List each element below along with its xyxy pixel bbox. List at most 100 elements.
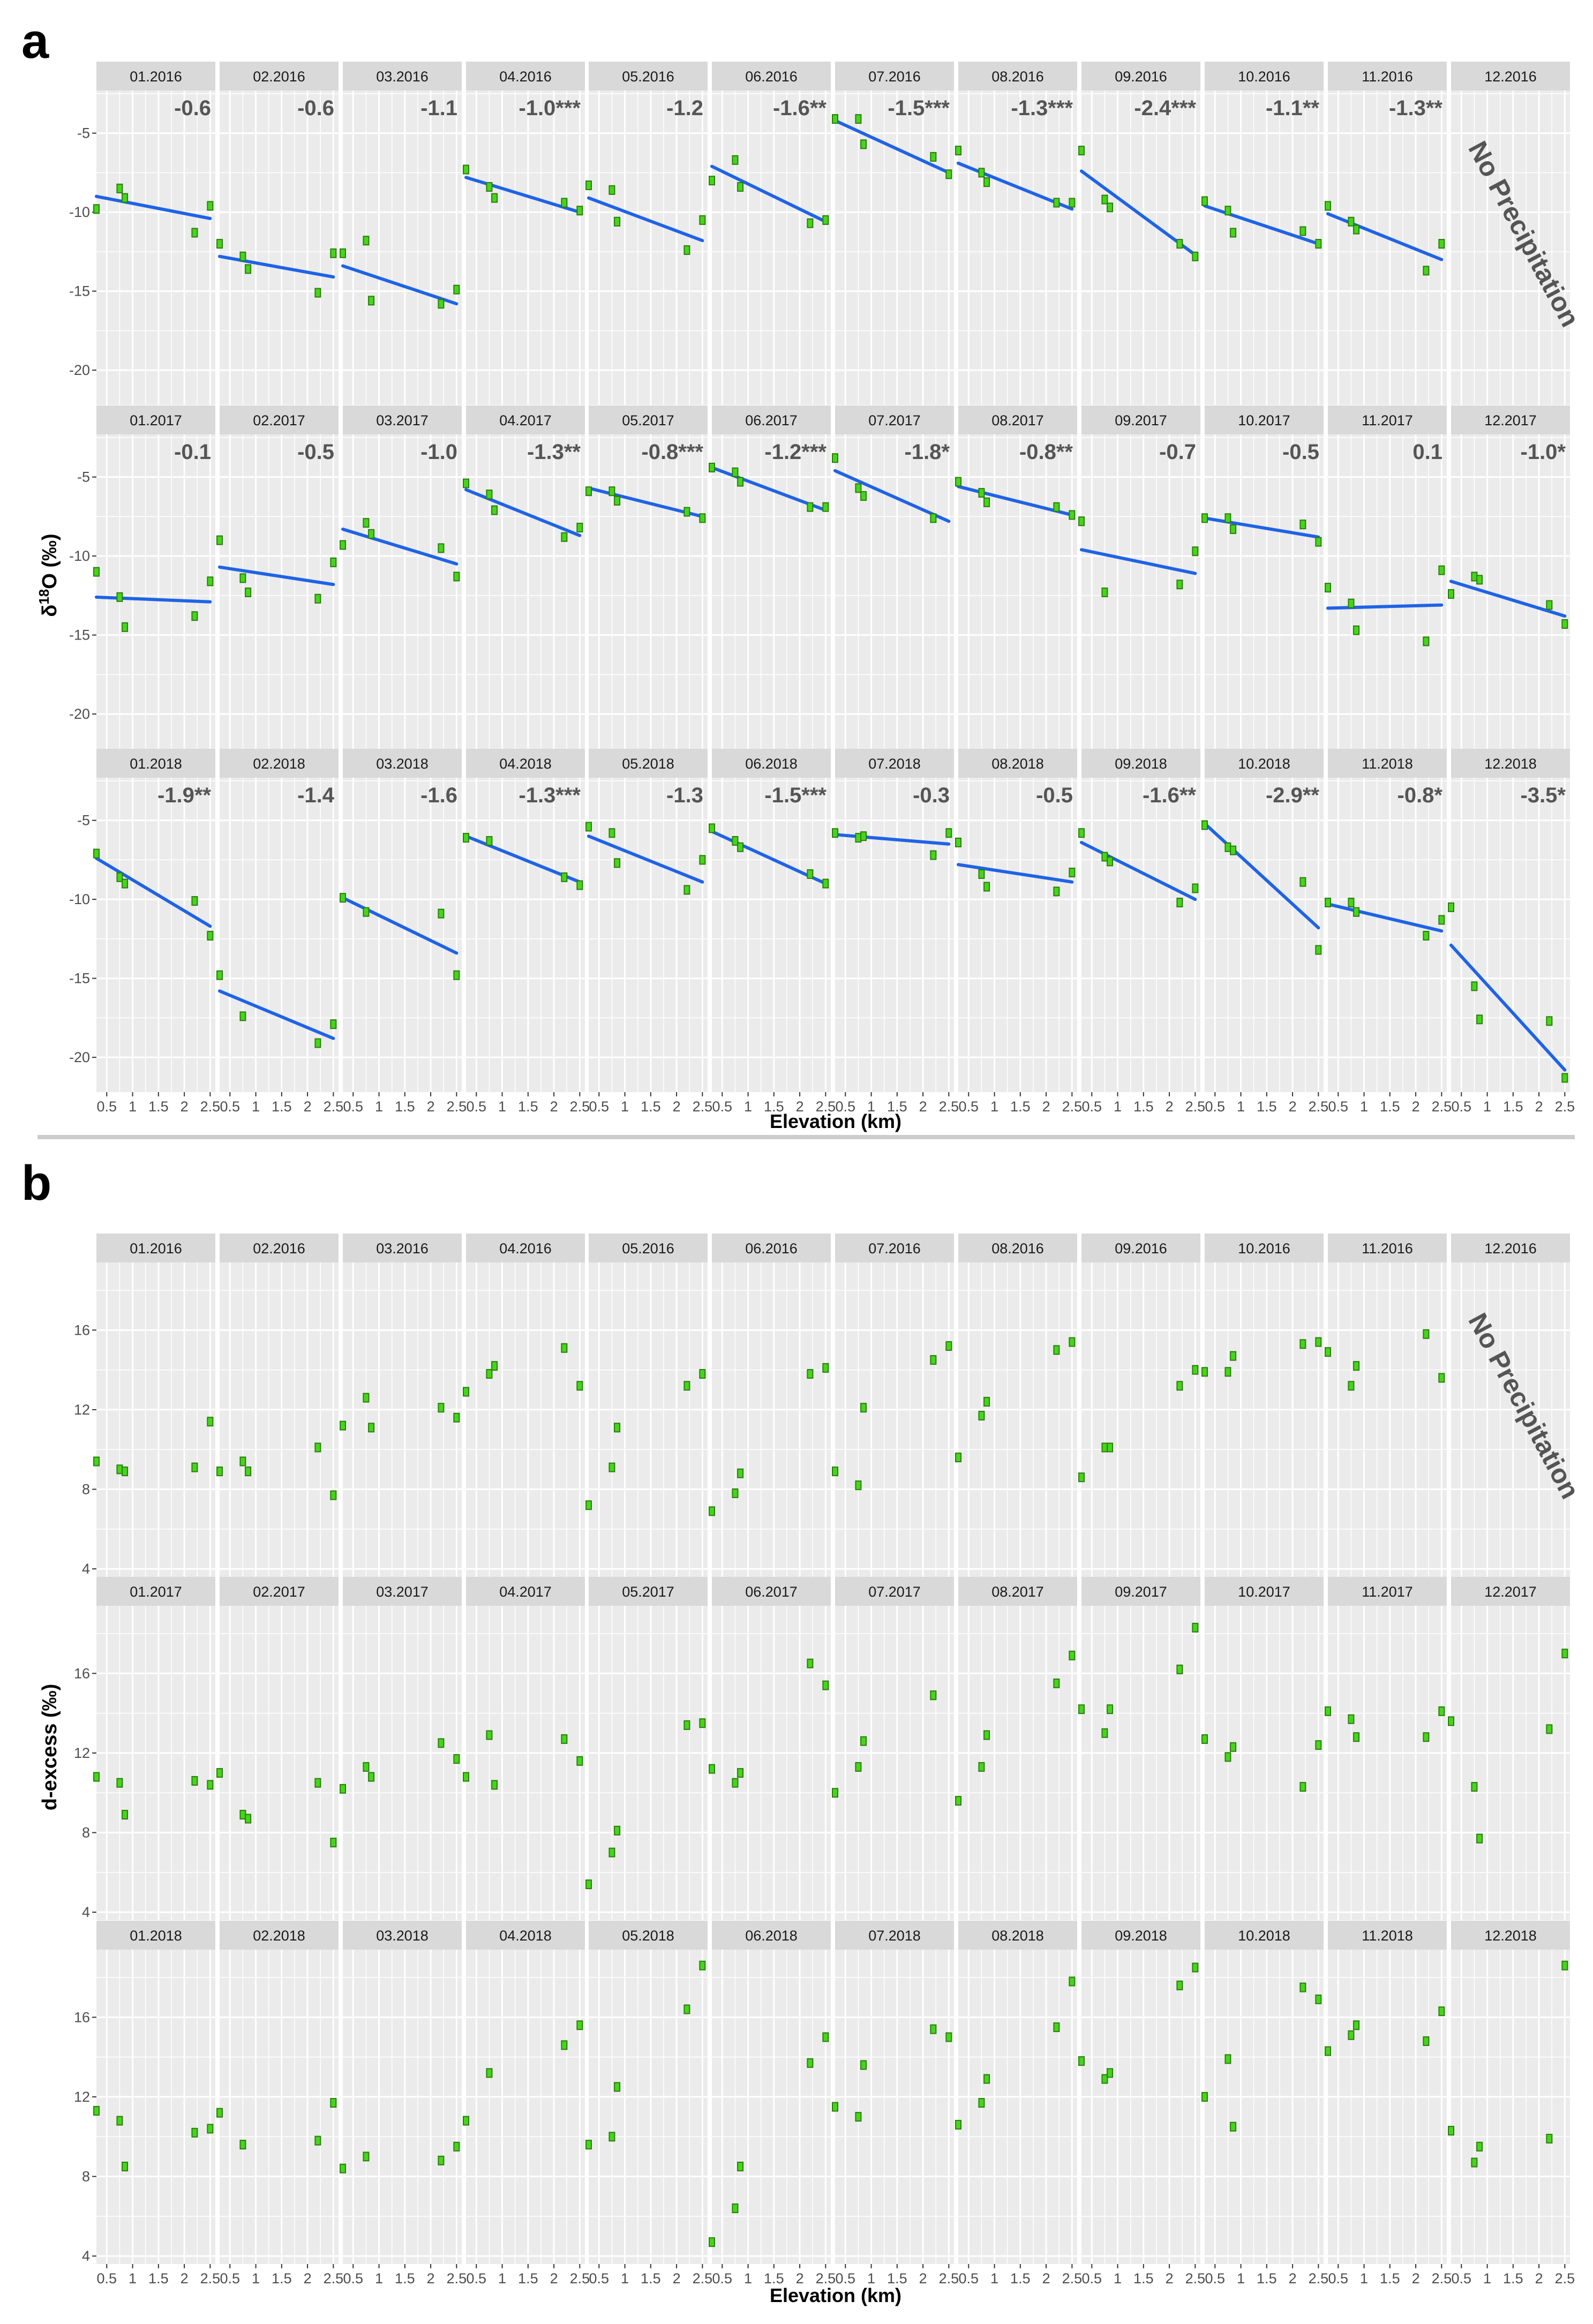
facet-12.2018: 12.2018 0.5 1 1.5 2 2.5 -3.5* xyxy=(1448,749,1575,1115)
facet-strip-label: 03.2017 xyxy=(376,412,429,428)
x-tick-label: 1 xyxy=(1483,2270,1491,2287)
x-tick-label: 1.5 xyxy=(887,1099,907,1115)
facet-background xyxy=(958,434,1077,749)
data-point xyxy=(363,2152,370,2162)
facet-strip-label: 02.2018 xyxy=(253,1928,305,1944)
facet-strip-label: 02.2016 xyxy=(253,69,305,85)
data-point xyxy=(561,872,568,882)
slope-label: -3.5* xyxy=(1521,784,1566,807)
facet-background xyxy=(712,1606,831,1920)
facet-strip-label: 03.2016 xyxy=(376,1240,429,1257)
data-point xyxy=(1471,981,1478,991)
data-point xyxy=(239,2140,246,2150)
facet-strip-label: 02.2017 xyxy=(253,1584,305,1600)
data-point xyxy=(930,1355,937,1365)
data-point xyxy=(822,878,829,889)
data-point xyxy=(191,896,198,906)
y-tick-label: 12 xyxy=(74,1402,90,1418)
data-point xyxy=(314,593,321,604)
x-tick-label: 1.5 xyxy=(1010,1099,1031,1115)
facet-strip xyxy=(1205,1921,1324,1950)
x-tick-label: 2.5 xyxy=(939,1099,959,1115)
data-point xyxy=(1107,202,1114,213)
data-point xyxy=(340,248,346,258)
slope-label: -1.8* xyxy=(905,440,950,464)
facet-05.2018: 05.2018 0.5 1 1.5 2 2.5 xyxy=(585,1921,712,2287)
data-point xyxy=(314,1778,321,1788)
data-point xyxy=(363,236,370,246)
data-point xyxy=(576,1756,583,1766)
data-point xyxy=(314,2135,321,2146)
data-point xyxy=(1476,1833,1483,1844)
facet-strip-label: 02.2017 xyxy=(253,412,305,428)
x-tick-label: 2.5 xyxy=(1062,1099,1083,1115)
x-tick-label: 1 xyxy=(744,2270,752,2287)
x-tick-label: 0.5 xyxy=(97,1099,117,1115)
facet-01.2016: 01.2016 4 8 12 16 xyxy=(74,1234,215,1577)
facet-strip-label: 11.2018 xyxy=(1362,1928,1413,1944)
data-point xyxy=(978,488,985,498)
data-point xyxy=(832,1466,838,1477)
facet-strip-label: 05.2016 xyxy=(622,69,674,85)
data-point xyxy=(561,1734,568,1744)
data-point xyxy=(1176,898,1183,908)
data-point xyxy=(955,1796,961,1806)
facet-08.2016: 08.2016 xyxy=(955,1234,1077,1577)
y-tick-label: 4 xyxy=(82,1904,90,1920)
facet-background xyxy=(466,434,585,749)
data-point xyxy=(93,2105,100,2116)
data-point xyxy=(945,2032,952,2042)
facet-strip-label: 08.2017 xyxy=(991,412,1044,428)
facet-07.2017: 07.2017 -1.8* xyxy=(832,405,954,749)
data-point xyxy=(945,169,952,179)
facet-12.2017: 12.2017 xyxy=(1448,1577,1570,1920)
facet-07.2018: 07.2018 0.5 1 1.5 2 2.5 -0.3 xyxy=(832,749,959,1115)
data-point xyxy=(699,513,706,523)
x-tick-label: 2.5 xyxy=(939,2270,959,2287)
x-tick-label: 1 xyxy=(1360,2270,1368,2287)
x-tick-label: 1 xyxy=(1114,1099,1122,1115)
facet-strip-label: 12.2018 xyxy=(1484,1928,1537,1944)
x-tick-label: 1.5 xyxy=(1380,1099,1400,1115)
data-point xyxy=(1561,1960,1568,1970)
x-tick-label: 0.5 xyxy=(97,2270,117,2287)
x-tick-label: 1 xyxy=(252,1099,260,1115)
slope-label: -1.2*** xyxy=(764,440,826,464)
data-point xyxy=(1224,1752,1231,1762)
facet-strip xyxy=(712,405,831,434)
facet-strip-label: 06.2017 xyxy=(745,412,798,428)
facet-strip-label: 06.2016 xyxy=(745,69,798,85)
data-point xyxy=(855,1480,862,1491)
x-tick-label: 1.5 xyxy=(395,1099,415,1115)
data-point xyxy=(1348,1714,1355,1724)
data-point xyxy=(585,822,592,832)
facet-strip xyxy=(1328,749,1447,778)
data-point xyxy=(207,1417,214,1427)
slope-label: -0.8*** xyxy=(641,440,703,464)
facet-background xyxy=(1451,91,1570,405)
data-point xyxy=(945,828,952,838)
x-tick-label: 2.5 xyxy=(1555,2270,1575,2287)
data-point xyxy=(1546,1724,1553,1734)
facet-strip xyxy=(958,1234,1077,1262)
x-tick-label: 2.5 xyxy=(324,1099,344,1115)
facet-03.2017: 03.2017 xyxy=(340,1577,462,1920)
data-point xyxy=(1230,228,1237,238)
facet-background xyxy=(1081,1606,1200,1920)
facet-strip xyxy=(1081,1921,1200,1950)
data-point xyxy=(1299,1339,1306,1349)
data-point xyxy=(1546,1016,1553,1026)
data-point xyxy=(1325,1706,1331,1716)
x-tick-label: 1 xyxy=(1483,1099,1491,1115)
regression-line xyxy=(1203,204,1320,246)
x-tick-label: 0.5 xyxy=(836,1099,856,1115)
data-point xyxy=(855,2112,862,2122)
x-tick-label: 2 xyxy=(427,1099,435,1115)
x-tick-label: 1.5 xyxy=(1133,1099,1154,1115)
facet-07.2016: 07.2016 xyxy=(832,1234,954,1577)
x-axis-title: Elevation (km) xyxy=(770,2284,901,2306)
x-tick-label: 2.5 xyxy=(816,1099,836,1115)
data-point xyxy=(1078,1704,1085,1714)
data-point xyxy=(822,1363,829,1373)
regression-line xyxy=(218,254,335,279)
